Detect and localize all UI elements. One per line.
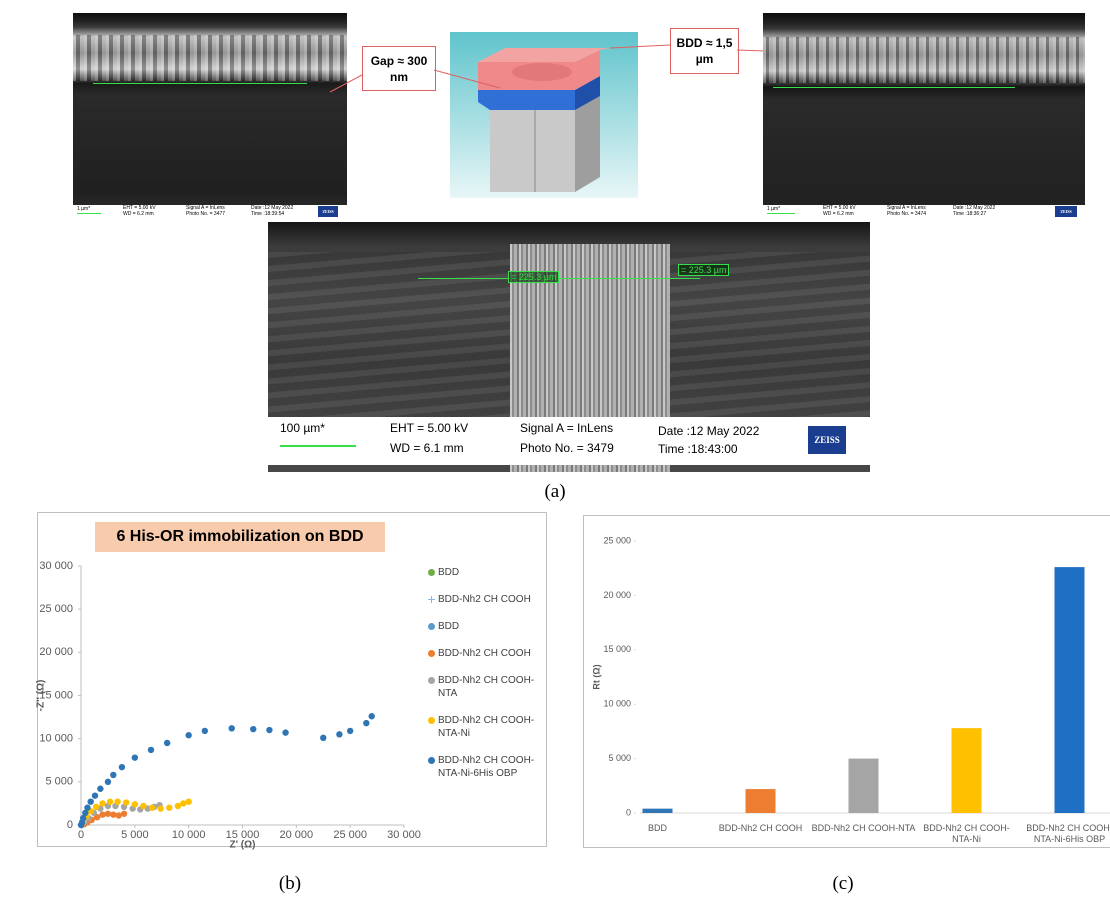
point [105,779,111,785]
legend: BDD BDD-Nh2 CH COOH BDD BDD-Nh2 CH COOH BDD-… [428,566,543,794]
point [110,772,116,778]
x-tick-label: BDD-Nh2 CH COOH-NTA [812,823,916,834]
legend-entry: BDD-Nh2 CH COOH-NTA-Ni-6His OBP [428,754,543,780]
x-tick-label: 10 000 [172,829,206,841]
legend-label: BDD-Nh2 CH COOH [438,647,531,660]
point [266,727,272,733]
legend-marker [428,623,435,630]
legend-label: BDD-Nh2 CH COOH-NTA-Ni-6His OBP [438,754,543,780]
point [93,804,99,810]
caption: (c) [832,873,853,895]
legend-label: BDD [438,566,459,579]
legend-marker [428,650,435,657]
charts: 0 5 000 10 000 15 000 20 000 25 000 30 000 0 5 0… [0,0,1110,902]
y-tick-label: 20 000 [39,646,73,658]
legend-marker [428,677,435,684]
y-tick-label: 5 000 [45,776,73,788]
x-tick-label: 30 000 [387,829,421,841]
bar [1055,567,1085,813]
y-axis-title: -Z'' (Ω) [36,680,47,712]
bar [746,789,776,813]
x-tick-label: BDD-Nh2 CH COOH [709,823,813,834]
point [164,740,170,746]
legend-marker [428,717,435,724]
legend-marker [428,757,435,764]
y-tick-label: 20 000 [603,590,631,600]
point [149,805,155,811]
point [119,764,125,770]
y-tick-label: 5 000 [608,753,631,763]
point [363,720,369,726]
x-tick-label: 25 000 [333,829,367,841]
bar [643,809,673,813]
y-tick-label: 0 [626,807,631,817]
legend-entry: BDD [428,566,543,579]
legend-entry: BDD-Nh2 CH COOH [428,647,543,660]
point [347,728,353,734]
point [148,747,154,753]
point [87,798,93,804]
legend-label: BDD-Nh2 CH COOH [438,593,531,606]
point [132,754,138,760]
point [132,801,138,807]
x-tick-label: BDD-Nh2 CH COOH-NTA-Ni [915,823,1019,845]
point [99,800,105,806]
x-tick-label: 5 000 [121,829,149,841]
bar [952,728,982,813]
point [336,731,342,737]
point [99,811,105,817]
point [105,811,111,817]
y-axis-title: Rt (Ω) [591,664,601,689]
point [185,798,191,804]
y-tick-label: 15 000 [603,644,631,654]
legend-label: BDD-Nh2 CH COOH-NTA-Ni [438,714,543,740]
point [92,792,98,798]
point [114,798,120,804]
y-tick-label: 25 000 [603,535,631,545]
point [282,729,288,735]
point [121,811,127,817]
point [97,786,103,792]
x-tick-label: 0 [78,829,84,841]
point [320,735,326,741]
point [229,725,235,731]
caption: (b) [279,873,301,895]
point [202,728,208,734]
figure-page: 1 µm* EHT = 5.00 kV WD = 6.2 mm Signal A… [0,0,1110,902]
point [157,805,163,811]
y-tick-label: 0 [67,819,73,831]
x-axis-title: Z' (Ω) [230,840,256,851]
legend-entry: BDD-Nh2 CH COOH-NTA-Ni [428,714,543,740]
y-tick-label: 10 000 [603,699,631,709]
point [369,713,375,719]
point [123,799,129,805]
legend-entry: BDD [428,620,543,633]
x-tick-label: BDD [606,823,710,834]
legend-marker [428,596,435,603]
legend-label: BDD [438,620,459,633]
y-tick-label: 10 000 [39,733,73,745]
legend-entry: BDD-Nh2 CH COOH [428,593,543,606]
point [140,803,146,809]
y-tick-label: 25 000 [39,603,73,615]
x-tick-label: 20 000 [280,829,314,841]
point [185,732,191,738]
legend-label: BDD-Nh2 CH COOH-NTA [438,674,543,700]
point [166,805,172,811]
point [84,805,90,811]
x-tick-label: BDD-Nh2 CH COOH-NTA-Ni-6His OBP [1018,823,1110,845]
point [110,811,116,817]
bar [849,759,879,813]
legend-entry: BDD-Nh2 CH COOH-NTA [428,674,543,700]
point [250,726,256,732]
legend-marker [428,569,435,576]
point [107,798,113,804]
y-tick-label: 30 000 [39,560,73,572]
